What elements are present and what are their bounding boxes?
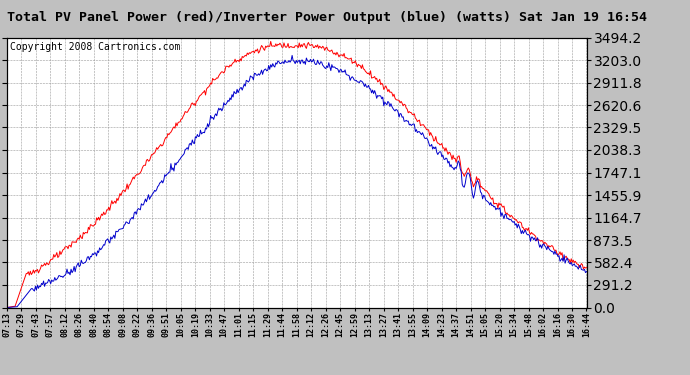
- Text: Total PV Panel Power (red)/Inverter Power Output (blue) (watts) Sat Jan 19 16:54: Total PV Panel Power (red)/Inverter Powe…: [7, 11, 647, 24]
- Text: Copyright 2008 Cartronics.com: Copyright 2008 Cartronics.com: [10, 42, 180, 51]
